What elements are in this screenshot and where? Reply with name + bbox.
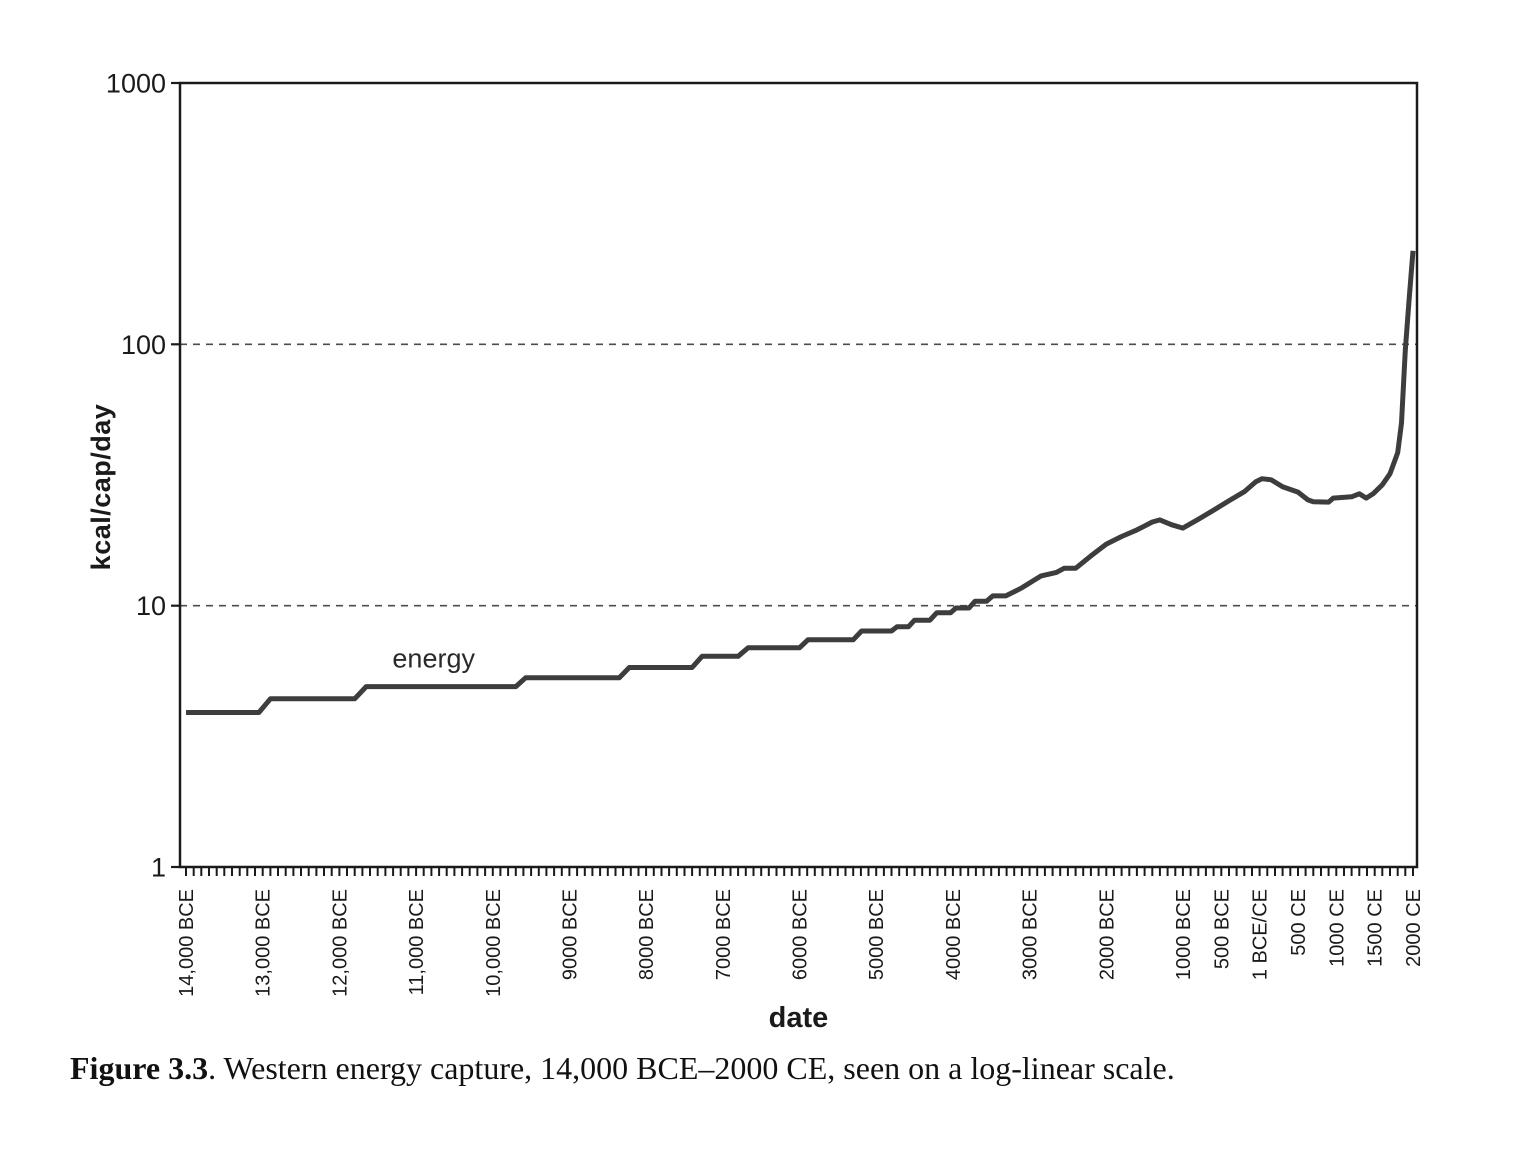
x-tick-label: 5000 BCE xyxy=(866,889,888,980)
x-tick-label: 14,000 BCE xyxy=(176,889,198,997)
x-tick-label: 3000 BCE xyxy=(1020,889,1042,980)
x-tick-label: 500 CE xyxy=(1288,889,1310,956)
x-tick-label: 11,000 BCE xyxy=(406,889,428,995)
x-tick-label: 10,000 BCE xyxy=(483,889,505,997)
x-tick-label: 1000 CE xyxy=(1326,889,1348,967)
x-tick-label: 12,000 BCE xyxy=(329,889,351,997)
energy-line xyxy=(186,250,1416,715)
x-tick-label: 13,000 BCE xyxy=(253,889,275,997)
y-tick-label-1: 1 xyxy=(151,852,166,882)
x-tick-label: 7000 BCE xyxy=(713,889,735,980)
x-tick-label: 8000 BCE xyxy=(636,889,658,980)
series-label-energy: energy xyxy=(392,644,475,674)
y-tick-label-1000: 1000 xyxy=(106,68,166,98)
figure-number: Figure 3.3 xyxy=(70,1050,209,1086)
x-tick-label: 6000 BCE xyxy=(790,889,812,980)
caption-text: . Western energy capture, 14,000 BCE–200… xyxy=(208,1050,1175,1086)
x-tick-label: 4000 BCE xyxy=(943,889,965,980)
figure-caption: Figure 3.3. Western energy capture, 14,0… xyxy=(70,1050,1470,1087)
x-tick-label: 1000 BCE xyxy=(1173,889,1195,980)
y-tick-label-10: 10 xyxy=(136,591,166,621)
x-axis-title: date xyxy=(768,1002,829,1034)
y-tick-label-100: 100 xyxy=(121,330,166,360)
x-tick-label: 2000 CE xyxy=(1403,889,1425,967)
x-tick-label: 500 BCE xyxy=(1211,889,1233,969)
x-tick-label: 1500 CE xyxy=(1365,889,1387,967)
x-tick-label: 1 BCE/CE xyxy=(1250,889,1272,980)
plot-border xyxy=(178,81,1419,869)
x-tick-label: 2000 BCE xyxy=(1096,889,1118,980)
y-axis-title: kcal/cap/day xyxy=(86,403,116,571)
x-tick-label: 9000 BCE xyxy=(559,889,581,980)
